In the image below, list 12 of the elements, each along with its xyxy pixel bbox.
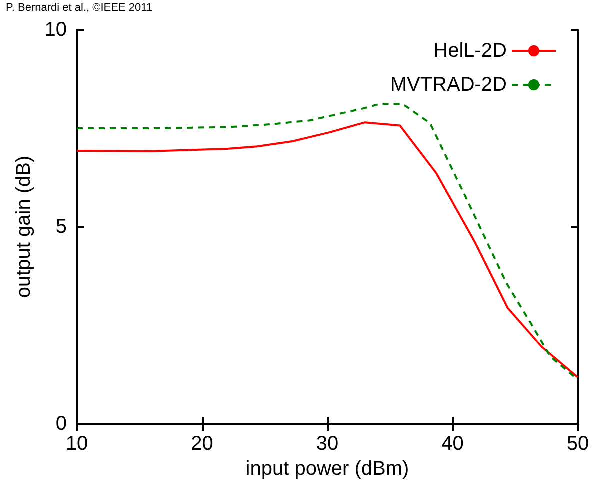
text: P. Bernardi et al., ©IEEE 2011	[6, 2, 153, 14]
legend-label: HelL-2D	[434, 40, 507, 62]
y-tick-label: 5	[56, 216, 67, 238]
x-tick-label: 30	[316, 433, 339, 455]
y-tick-label: 10	[44, 19, 67, 41]
legend-label: MVTRAD-2D	[390, 74, 507, 96]
y-axis-title: output gain (dB)	[12, 156, 35, 298]
y-tick-label: 0	[56, 413, 67, 435]
x-tick-label: 20	[191, 433, 214, 455]
x-tick-label: 40	[442, 433, 464, 455]
x-axis-title: input power (dBm)	[246, 458, 410, 480]
x-tick-label: 50	[566, 433, 590, 455]
